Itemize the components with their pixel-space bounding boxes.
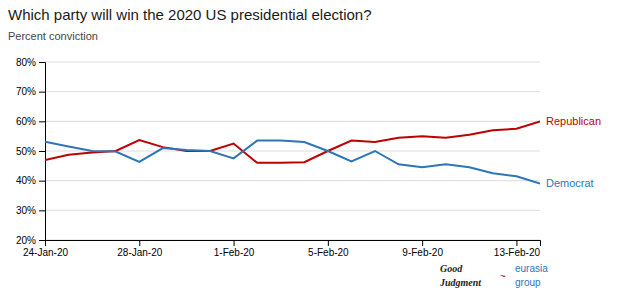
x-tick: 9-Feb-20 bbox=[402, 240, 443, 258]
x-tick-mark bbox=[328, 240, 329, 246]
x-tick-mark bbox=[234, 240, 235, 246]
x-tick-label: 5-Feb-20 bbox=[308, 247, 349, 258]
y-tick: 60% bbox=[16, 116, 45, 127]
x-tick-label: 24-Jan-20 bbox=[23, 247, 68, 258]
chart: Which party will win the 2020 US preside… bbox=[0, 0, 640, 292]
y-tick: 80% bbox=[16, 57, 45, 68]
y-tick-mark bbox=[39, 62, 45, 63]
y-tick-label: 70% bbox=[16, 86, 36, 97]
y-tick-label: 80% bbox=[16, 57, 36, 68]
x-tick-label: 13-Feb-20 bbox=[494, 247, 541, 258]
y-axis: 20% 30% 40% 50% 60% 70% 80% bbox=[16, 57, 46, 246]
y-tick-mark bbox=[39, 181, 45, 182]
y-tick-mark bbox=[39, 151, 45, 152]
y-tick: 40% bbox=[16, 175, 45, 186]
y-tick-label: 50% bbox=[16, 146, 36, 157]
grid-line bbox=[45, 121, 540, 122]
x-tick: 1-Feb-20 bbox=[214, 240, 255, 258]
x-tick: 5-Feb-20 bbox=[308, 240, 349, 258]
title: Which party will win the 2020 US preside… bbox=[8, 6, 372, 23]
grid-line bbox=[45, 210, 540, 211]
line bbox=[45, 141, 540, 184]
y-tick: 70% bbox=[16, 86, 45, 97]
series-label: Republican bbox=[546, 115, 601, 127]
y-tick-mark bbox=[39, 240, 45, 241]
grid-line bbox=[45, 180, 540, 181]
y-axis-line bbox=[39, 63, 46, 241]
grid-line bbox=[45, 91, 540, 92]
series-label: Democrat bbox=[546, 177, 594, 189]
plot: 24-Jan-20 28-Jan-20 1-Feb-20 5-Feb-20 9-Feb-… bbox=[16, 57, 601, 258]
x-tick-mark bbox=[139, 240, 140, 246]
annotation: eurasia bbox=[515, 263, 548, 274]
y-tick: 30% bbox=[16, 205, 45, 216]
subtitle: Percent conviction bbox=[8, 30, 98, 42]
x-axis-line bbox=[46, 241, 541, 247]
annotation: Judgment bbox=[439, 277, 482, 288]
y-tick-mark bbox=[39, 121, 45, 122]
grid-line bbox=[45, 151, 540, 152]
y-tick: 20% bbox=[16, 235, 45, 246]
annotation: group bbox=[515, 277, 541, 288]
y-tick-mark bbox=[39, 92, 45, 93]
y-tick-label: 20% bbox=[16, 235, 36, 246]
grid-line bbox=[45, 62, 540, 63]
x-tick: 28-Jan-20 bbox=[117, 240, 162, 258]
x-tick-label: 1-Feb-20 bbox=[214, 247, 255, 258]
x-tick: 13-Feb-20 bbox=[494, 240, 541, 258]
grid bbox=[45, 62, 540, 240]
y-tick-label: 40% bbox=[16, 175, 36, 186]
x-tick-mark bbox=[516, 240, 517, 246]
x-tick-label: 28-Jan-20 bbox=[117, 247, 162, 258]
y-tick-label: 30% bbox=[16, 205, 36, 216]
y-tick-mark bbox=[39, 210, 45, 211]
y-tick-label: 60% bbox=[16, 116, 36, 127]
x-tick-mark bbox=[422, 240, 423, 246]
x-tick-label: 9-Feb-20 bbox=[402, 247, 443, 258]
x-axis: 24-Jan-20 28-Jan-20 1-Feb-20 5-Feb-20 9-Feb-… bbox=[23, 240, 541, 258]
annotation: ~ bbox=[500, 271, 506, 282]
annotation: Good bbox=[440, 263, 463, 274]
y-tick: 50% bbox=[16, 146, 45, 157]
lines bbox=[45, 121, 540, 183]
